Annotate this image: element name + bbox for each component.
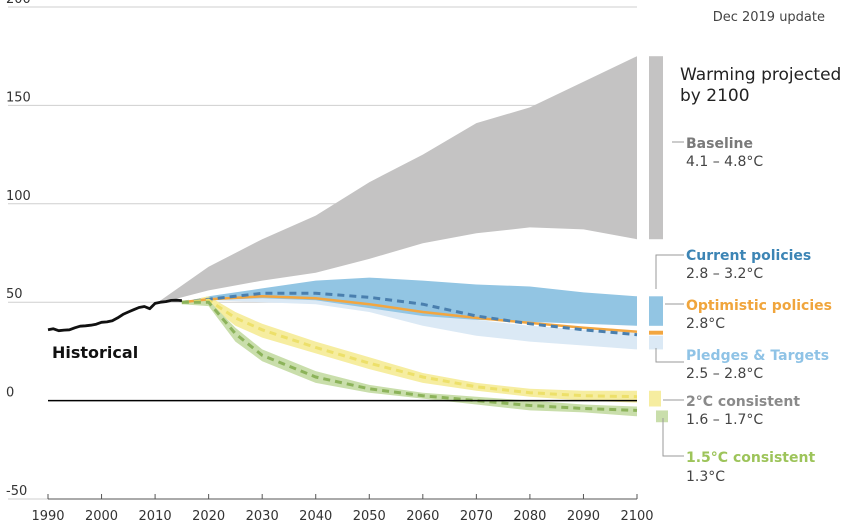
pledges-connector [655, 348, 684, 363]
two_band-band [181, 296, 637, 403]
optimistic-policies-label: Optimistic policies [686, 298, 832, 314]
pledges-range-bar [649, 335, 663, 350]
y-tick-label-0: 0 [6, 386, 14, 401]
current_line [181, 291, 638, 337]
sidebar-title-line1: Warming projected [680, 65, 841, 85]
two-degree-label: 2°C consistent [686, 394, 800, 410]
x-tick-label-2020: 2020 [192, 509, 225, 524]
current-connector [655, 254, 684, 289]
scenario-lines [47, 291, 638, 412]
current-range-bar [649, 296, 663, 326]
x-tick-label-2100: 2100 [620, 509, 653, 524]
sidebar-title-line2: by 2100 [680, 86, 750, 106]
x-tick-label-2080: 2080 [513, 509, 546, 524]
two-range-bar [649, 390, 661, 407]
label-connectors [655, 141, 684, 457]
pledges-targets-range: 2.5 – 2.8°C [686, 366, 763, 382]
y-tick-label-150: 150 [6, 90, 31, 105]
optimistic-policies-range: 2.8°C [686, 316, 725, 332]
x-tick-label-2070: 2070 [460, 509, 493, 524]
onefive_line [181, 300, 638, 412]
baseline-band [155, 56, 637, 305]
x-tick-label-2000: 2000 [85, 509, 118, 524]
scenario-bands [155, 56, 637, 417]
baseline-range: 4.1 – 4.8°C [686, 154, 763, 170]
one-five-degree-label: 1.5°C consistent [686, 450, 815, 466]
optimistic-range-bar [649, 330, 663, 335]
range-bars [649, 56, 668, 423]
current-policies-range: 2.8 – 3.2°C [686, 266, 763, 282]
y-tick-label-50: 50 [6, 287, 23, 302]
x-tick-label-2010: 2010 [139, 509, 172, 524]
y-tick-label-100: 100 [6, 189, 31, 204]
x-tick-label-2060: 2060 [406, 509, 439, 524]
y-tick-label--50: -50 [6, 484, 27, 499]
x-tick-label-2090: 2090 [567, 509, 600, 524]
pledges-band [181, 296, 637, 350]
update-note: Dec 2019 update [713, 10, 825, 25]
baseline-label: Baseline [686, 136, 753, 152]
onefive-range-bar [656, 410, 668, 423]
historical-line [47, 298, 183, 333]
onefive-connector [662, 418, 684, 457]
x-tick-label-2050: 2050 [353, 509, 386, 524]
x-tick-label-2040: 2040 [299, 509, 332, 524]
x-tick-label-1990: 1990 [31, 509, 64, 524]
historical-label: Historical [52, 343, 138, 362]
two_line [181, 298, 638, 399]
axes: 200 150 100 50 0 -50 1990 2000 2010 2020 2030 2040 2… [6, 0, 654, 524]
current-policies-label: Current policies [686, 248, 811, 264]
pledges-targets-label: Pledges & Targets [686, 348, 829, 364]
one-five-degree-range: 1.3°C [686, 469, 725, 485]
baseline-range-bar [649, 56, 663, 240]
x-tick-label-2030: 2030 [246, 509, 279, 524]
y-tick-label-200: 200 [6, 0, 31, 7]
two-degree-range: 1.6 – 1.7°C [686, 412, 763, 428]
